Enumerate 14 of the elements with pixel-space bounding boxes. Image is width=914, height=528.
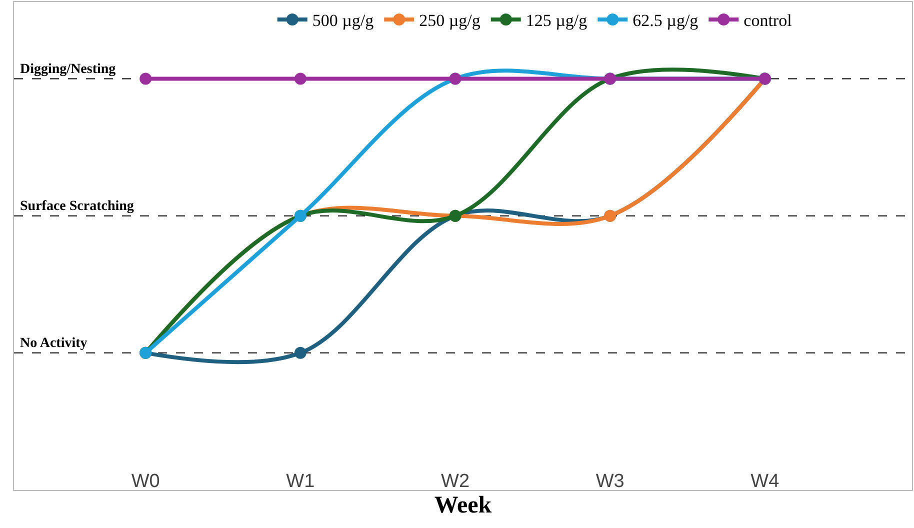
legend-label: 125 µg/g — [526, 11, 588, 30]
x-axis-title: Week — [434, 492, 492, 518]
x-tick-label: W0 — [131, 471, 160, 492]
x-tick-label: W1 — [286, 471, 315, 492]
x-tick-label: W2 — [441, 471, 470, 492]
legend-label: 250 µg/g — [419, 11, 481, 30]
legend-label: 62.5 µg/g — [632, 11, 699, 30]
legend-label: 500 µg/g — [312, 11, 374, 30]
ref-line-label: Surface Scratching — [20, 199, 134, 214]
ref-line-label: No Activity — [20, 336, 88, 351]
ref-line-label: Digging/Nesting — [20, 62, 116, 77]
x-tick-label: W4 — [750, 471, 780, 492]
legend-label: control — [744, 11, 792, 30]
x-tick-label: W3 — [596, 471, 624, 492]
